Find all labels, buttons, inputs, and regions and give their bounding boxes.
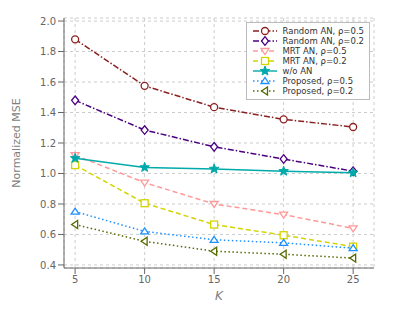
svg-text:1.6: 1.6 <box>40 77 56 88</box>
html-text:Random AN, ρ=0.2: Random AN, ρ=0.2 <box>282 36 364 46</box>
svg-text:20: 20 <box>277 274 290 285</box>
html-text:MRT AN, ρ=0.2: MRT AN, ρ=0.2 <box>282 56 347 66</box>
svg-text:10: 10 <box>138 274 151 285</box>
svg-text:1.4: 1.4 <box>40 107 56 118</box>
svg-text:2.0: 2.0 <box>40 16 56 27</box>
svg-text:K: K <box>215 289 224 303</box>
html-text:Proposed, ρ=0.5: Proposed, ρ=0.5 <box>282 76 354 86</box>
html-text:w/o AN: w/o AN <box>282 66 313 76</box>
svg-text:1.8: 1.8 <box>40 46 56 57</box>
svg-text:0.6: 0.6 <box>40 229 56 240</box>
html-text:Random AN, ρ=0.5: Random AN, ρ=0.5 <box>282 26 364 36</box>
html-text:Proposed, ρ=0.2: Proposed, ρ=0.2 <box>282 86 354 96</box>
html-text:MRT AN, ρ=0.5: MRT AN, ρ=0.5 <box>282 46 347 56</box>
svg-text:15: 15 <box>208 274 221 285</box>
svg-text:Normalized MSE: Normalized MSE <box>10 98 23 187</box>
svg-text:5: 5 <box>72 274 78 285</box>
svg-text:0.4: 0.4 <box>40 260 56 271</box>
svg-text:25: 25 <box>347 274 360 285</box>
svg-text:1.2: 1.2 <box>40 138 56 149</box>
svg-text:1.0: 1.0 <box>40 168 56 179</box>
svg-text:0.8: 0.8 <box>40 199 56 210</box>
